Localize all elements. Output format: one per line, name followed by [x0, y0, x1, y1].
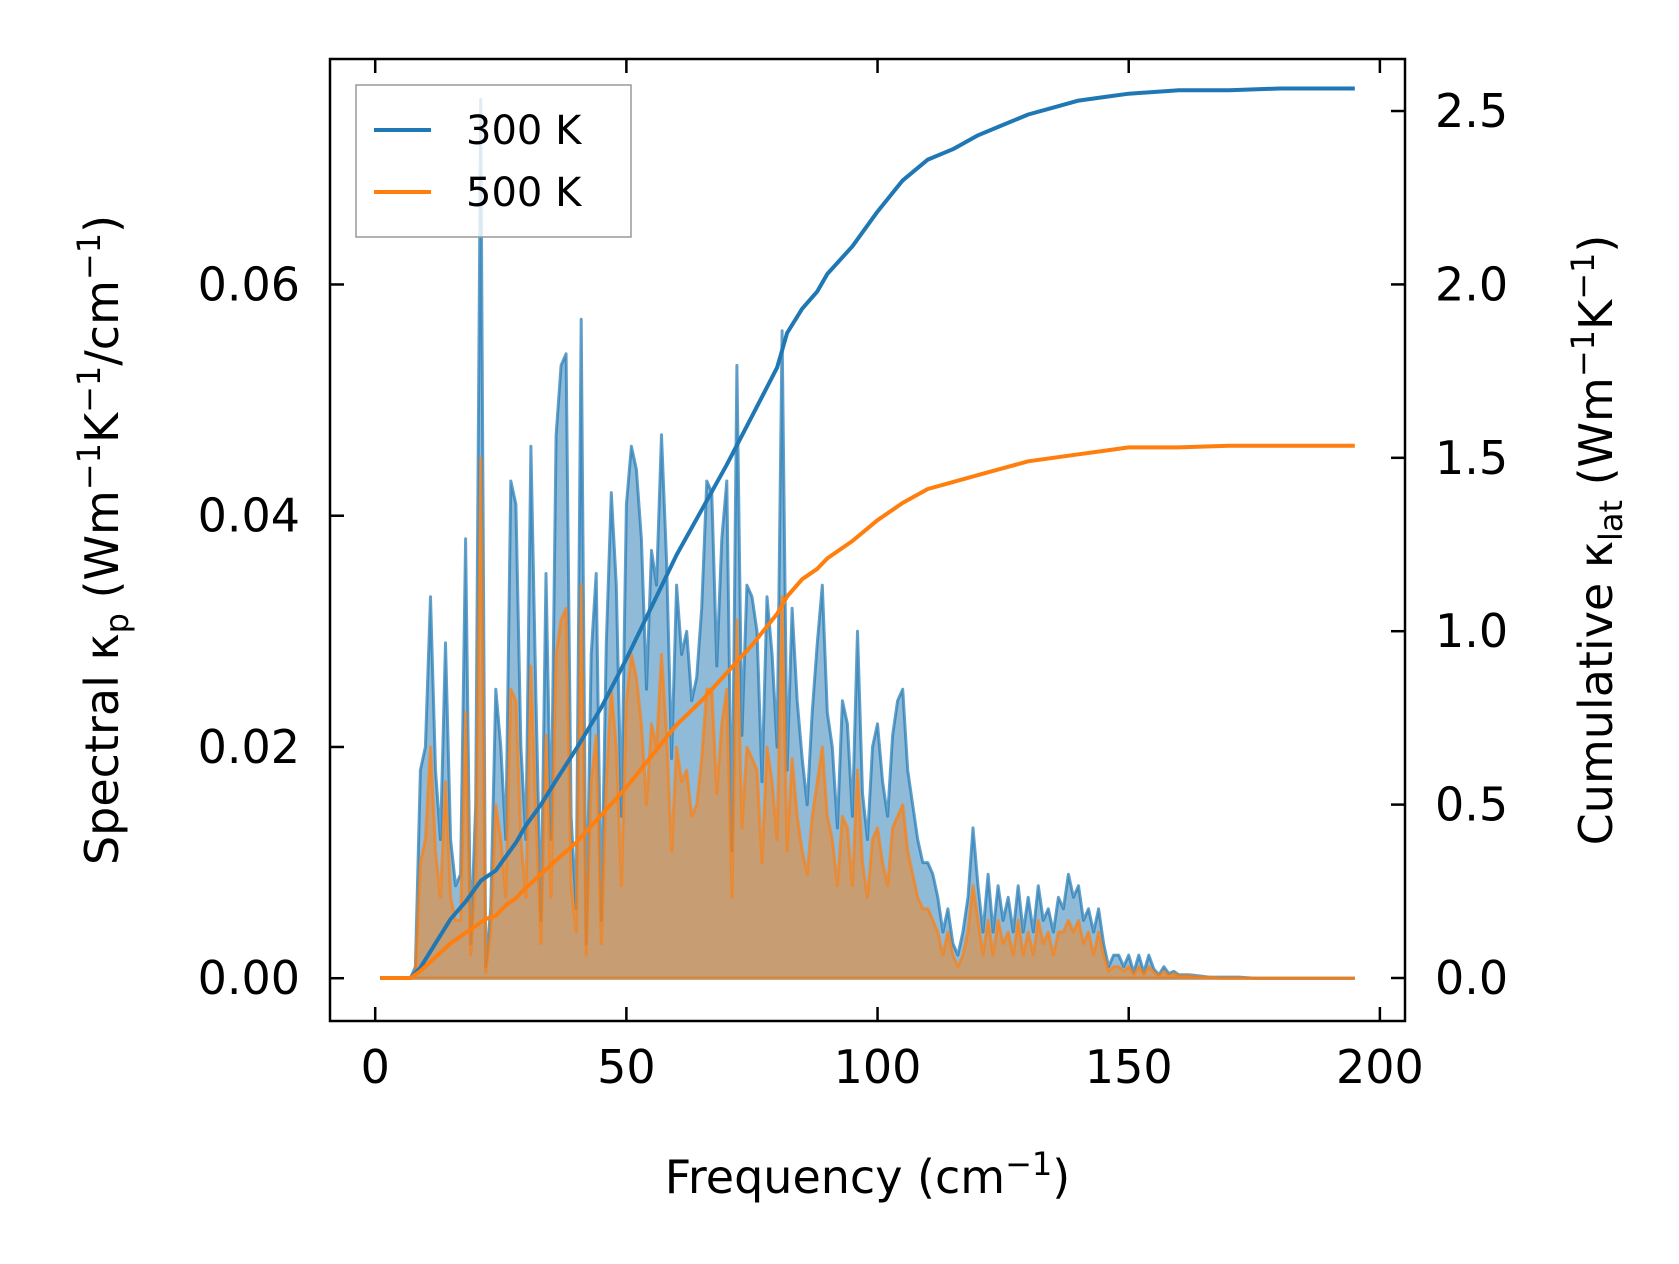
cumulative-line-500k — [380, 443, 1355, 980]
x-tick-label: 200 — [1336, 1040, 1424, 1094]
legend: 300 K 500 K — [355, 84, 632, 238]
x-tick-label: 150 — [1085, 1040, 1173, 1094]
y-right-tick-label: 2.5 — [1435, 84, 1508, 138]
cumulative-line-300k — [380, 86, 1355, 980]
y-right-tick-label: 1.5 — [1435, 431, 1508, 485]
x-tick-label: 50 — [597, 1040, 656, 1094]
y-left-axis-title: Spectral κp (Wm−1K−1/cm−1) — [70, 215, 136, 865]
y-right-tick-label: 2.0 — [1435, 257, 1508, 311]
legend-box — [355, 84, 632, 238]
spectral-line-500k — [380, 456, 1355, 980]
plot-area — [380, 86, 1355, 980]
y-left-tick-label: 0.02 — [198, 720, 300, 774]
x-tick-label: 0 — [361, 1040, 390, 1094]
y-right-tick-label: 1.0 — [1435, 604, 1508, 658]
y-right-axis-title: Cumulative κlat (Wm−1K−1) — [1564, 235, 1630, 846]
x-axis-title: Frequency (cm−1) — [665, 1145, 1070, 1204]
axis-titles: Frequency (cm−1) Spectral κp (Wm−1K−1/cm−… — [70, 215, 1630, 1204]
y-left-tick-label: 0.06 — [198, 257, 300, 311]
legend-label-500k: 500 K — [466, 170, 583, 216]
legend-label-300k: 300 K — [466, 108, 583, 154]
y-left-tick-label: 0.00 — [198, 951, 300, 1005]
axes-frame — [328, 57, 1407, 1023]
axes: 0 50 100 150 200 0.00 0.02 0.04 0.06 0.0 0.5 1.0 1.5… — [198, 57, 1508, 1094]
y-left-tick-label: 0.04 — [198, 489, 300, 543]
y-right-tick-label: 0.0 — [1435, 951, 1508, 1005]
y-right-tick-label: 0.5 — [1435, 778, 1508, 832]
x-tick-label: 100 — [834, 1040, 922, 1094]
